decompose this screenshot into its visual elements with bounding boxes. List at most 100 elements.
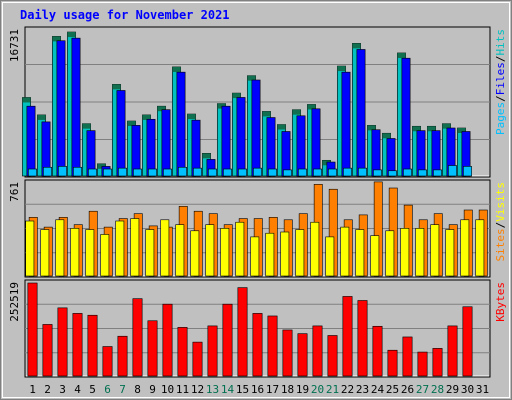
bar-files-day-25 — [386, 138, 396, 177]
x-tick-label-day-8: 8 — [134, 383, 141, 396]
bar-pages-day-10 — [163, 168, 172, 177]
bar-hits-cap-day-23 — [352, 43, 361, 49]
x-tick-label-day-2: 2 — [44, 383, 51, 396]
bar-pages-day-18 — [283, 169, 292, 177]
x-tick-label-day-3: 3 — [59, 383, 66, 396]
x-tick-label-day-25: 25 — [386, 383, 399, 396]
bar-pages-day-2 — [43, 166, 52, 177]
panel-usage-legend: Pages/Files/Hits — [494, 29, 507, 135]
bar-kbytes-day-28 — [432, 348, 443, 377]
bar-pages-day-5 — [88, 168, 97, 177]
x-tick-label-day-22: 22 — [341, 383, 354, 396]
x-tick-label-day-23: 23 — [356, 383, 369, 396]
bar-sites-day-2 — [40, 229, 50, 277]
bar-kbytes-day-11 — [177, 327, 188, 377]
bar-hits-cap-day-6 — [97, 163, 106, 169]
bar-sites-day-22 — [340, 226, 350, 277]
bar-pages-day-22 — [343, 167, 352, 177]
bar-hits-cap-day-4 — [67, 32, 76, 38]
bar-kbytes-day-8 — [132, 298, 143, 377]
bar-kbytes-day-21 — [327, 335, 338, 377]
bar-hits-cap-day-12 — [187, 114, 196, 120]
bar-files-day-4 — [71, 37, 81, 177]
bar-sites-day-13 — [205, 224, 215, 277]
panel-kbytes-legend: KBytes — [494, 282, 507, 322]
x-tick-label-day-10: 10 — [161, 383, 174, 396]
bar-files-day-18 — [281, 131, 291, 177]
bar-kbytes-day-2 — [42, 324, 53, 377]
x-tick-label-day-7: 7 — [119, 383, 126, 396]
panel-kbytes-ymax-label: 252519 — [8, 282, 21, 322]
bar-pages-day-14 — [223, 168, 232, 177]
bar-kbytes-day-6 — [102, 346, 113, 377]
bar-files-day-7 — [116, 90, 126, 177]
bar-sites-day-23 — [355, 229, 365, 277]
x-tick-label-day-6: 6 — [104, 383, 111, 396]
bar-kbytes-day-20 — [312, 325, 323, 377]
bar-pages-day-23 — [358, 167, 367, 177]
bar-sites-day-12 — [190, 230, 200, 277]
bar-files-day-1 — [26, 105, 36, 177]
bar-kbytes-day-15 — [237, 287, 248, 377]
bar-hits-cap-day-18 — [277, 124, 286, 130]
bar-files-day-28 — [431, 130, 441, 177]
bar-kbytes-day-9 — [147, 320, 158, 377]
x-tick-label-day-24: 24 — [371, 383, 385, 396]
bar-sites-day-9 — [145, 229, 155, 277]
bar-kbytes-day-16 — [252, 313, 263, 377]
bar-kbytes-day-23 — [357, 300, 368, 377]
bar-hits-cap-day-26 — [397, 52, 406, 58]
x-tick-label-day-29: 29 — [446, 383, 459, 396]
bar-files-day-14 — [221, 105, 231, 177]
x-tick-label-day-4: 4 — [74, 383, 81, 396]
bar-hits-cap-day-14 — [217, 103, 226, 109]
x-axis-day-labels: 1 2 3 4 5 6 7 8 9 10 11 12 13 14 15 16 17 18 19 20 21 22 23 24 2… — [29, 383, 489, 396]
bar-files-day-12 — [191, 119, 201, 177]
bar-sites-day-19 — [295, 229, 305, 277]
bar-sites-day-25 — [385, 230, 395, 277]
bar-pages-day-27 — [418, 169, 427, 177]
x-tick-label-day-13: 13 — [206, 383, 219, 396]
bar-pages-day-30 — [463, 166, 472, 177]
bar-hits-cap-day-9 — [142, 114, 151, 120]
bar-sites-day-1 — [25, 220, 35, 277]
x-tick-label-day-17: 17 — [266, 383, 279, 396]
bar-files-day-17 — [266, 117, 276, 177]
bar-sites-day-29 — [445, 229, 455, 277]
legend-entry: / — [494, 95, 507, 102]
bar-kbytes-day-18 — [282, 329, 293, 377]
bar-kbytes-day-26 — [402, 336, 413, 377]
x-tick-label-day-5: 5 — [89, 383, 96, 396]
legend-entry: Hits — [494, 29, 507, 56]
bar-pages-day-3 — [58, 166, 67, 177]
bar-sites-day-14 — [220, 228, 230, 277]
bar-sites-day-30 — [460, 219, 470, 277]
bar-sites-day-18 — [280, 231, 290, 277]
bar-sites-day-27 — [415, 228, 425, 277]
bar-pages-day-8 — [133, 168, 142, 177]
bar-pages-day-7 — [118, 167, 127, 177]
bar-files-day-24 — [371, 129, 381, 177]
bar-pages-day-9 — [148, 168, 157, 177]
bar-hits-cap-day-30 — [457, 128, 466, 134]
legend-entry: KBytes — [494, 282, 507, 322]
bar-sites-day-17 — [265, 232, 275, 277]
bar-kbytes-day-24 — [372, 325, 383, 377]
bar-hits-cap-day-3 — [52, 36, 61, 42]
legend-entry: / — [494, 56, 507, 63]
x-tick-label-day-27: 27 — [416, 383, 429, 396]
bar-files-day-3 — [56, 40, 66, 177]
bar-kbytes-day-13 — [207, 325, 218, 377]
bar-sites-day-3 — [55, 219, 65, 277]
bar-pages-day-20 — [313, 168, 322, 177]
bar-hits-cap-day-17 — [262, 111, 271, 117]
chart-title: Daily usage for November 2021 — [20, 8, 230, 22]
bar-pages-day-19 — [298, 168, 307, 177]
x-tick-label-day-18: 18 — [281, 383, 294, 396]
bar-hits-cap-day-22 — [337, 66, 346, 72]
bar-sites-day-6 — [100, 234, 110, 277]
bar-pages-day-12 — [193, 167, 202, 177]
bar-pages-day-25 — [388, 170, 397, 177]
legend-entry: Files — [494, 62, 507, 95]
